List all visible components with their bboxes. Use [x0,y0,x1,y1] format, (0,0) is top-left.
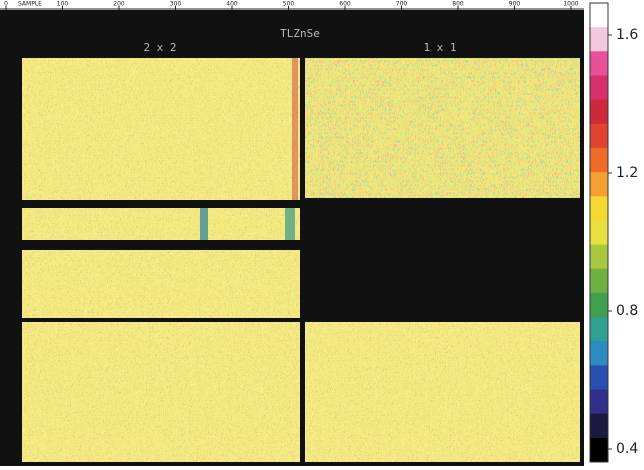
panel-image [305,322,580,462]
colorbar-swatch [590,147,608,173]
x-tick-label: 0 [4,1,8,8]
colorbar-swatch [590,27,608,52]
x-tick-label: 600 [339,1,351,8]
colorbar-swatch [590,196,608,221]
colorbar-swatch [590,437,608,463]
colorbar-swatch [590,172,608,197]
axis-label: SAMPLE [18,1,42,8]
colorbar-swatch [590,3,608,28]
colorbar-swatch [590,244,608,270]
x-tick-label: 200 [113,1,125,8]
panel-image [22,208,300,240]
title: TLZnSe [280,27,320,40]
x-tick-label: 800 [452,1,464,8]
x-tick-label: 900 [509,1,521,8]
panel-image [22,322,300,462]
panel-label: 2 x 2 [143,41,176,54]
stripe [200,208,208,240]
x-axis: SAMPLE 0 100 200 300 400 500 600 700 800 900 1000 [0,1,584,10]
colorbar-swatch [590,123,608,149]
x-tick-label: 500 [283,1,295,8]
colorbar-swatch [590,341,608,366]
stripe [292,58,298,200]
colorbar-swatch [590,268,608,294]
colorbar-swatch [590,365,608,391]
colorbar-tick-label: 1.6 [616,27,638,43]
colorbar-swatch [590,389,608,415]
panel-label: 1 x 1 [423,41,456,54]
panel-image [22,250,300,318]
colorbar-tick-label: 0.8 [616,303,638,319]
panel-image [305,58,580,198]
colorbar-swatch [590,413,608,439]
x-tick-label: 1000 [563,1,578,8]
image-panels [22,58,580,462]
colorbar-swatch [590,75,608,101]
colorbar-swatch [590,51,608,76]
colorbar-tick-label: 1.2 [616,165,638,181]
colorbar-tick-label: 0.4 [616,441,638,457]
colorbar-border [589,2,609,463]
x-tick-label: 400 [226,1,238,8]
stripe [285,208,295,240]
colorbar-swatch [590,317,608,342]
panel-image [22,58,300,200]
x-tick-label: 100 [57,1,69,8]
colorbar-swatch [590,220,608,246]
x-tick-label: 700 [396,1,408,8]
colorbar: 1.6 1.2 0.8 0.4 [589,2,638,463]
colorbar-swatch [590,99,608,125]
colorbar-swatch [590,292,608,318]
x-tick-label: 300 [170,1,182,8]
